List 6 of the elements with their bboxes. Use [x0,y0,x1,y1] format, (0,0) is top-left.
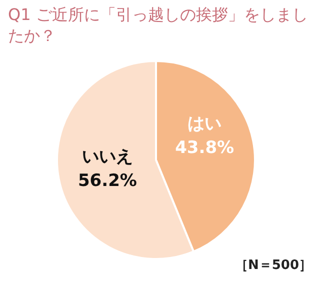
data-label: 43.8% [175,138,234,158]
slice-label: いいえ [82,147,133,168]
slice-label: はい [188,114,222,134]
text: ［N＝500］ [234,257,312,274]
data-label: 56.2% [78,171,137,192]
chart-title: Q1 ご近所に「引っ越しの挨拶」をしましたか？ [8,4,308,46]
